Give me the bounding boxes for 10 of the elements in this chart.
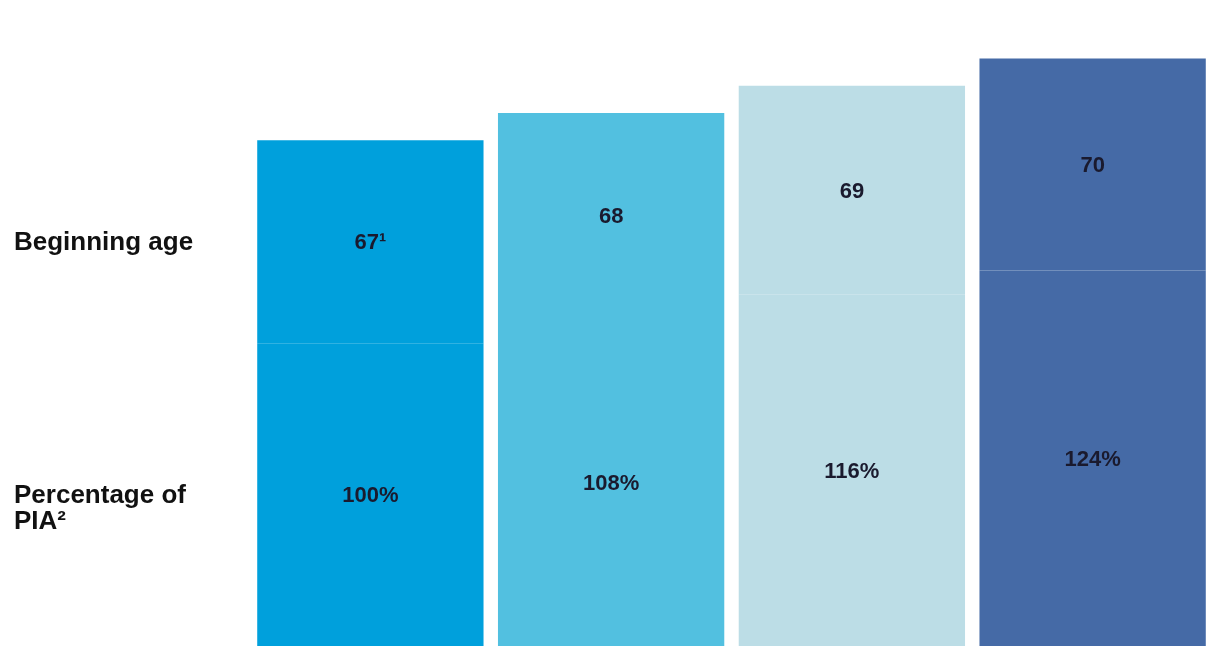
text: Beginning age bbox=[14, 225, 194, 256]
data-label: 124% bbox=[1064, 445, 1121, 471]
data-label: 68 bbox=[598, 203, 624, 229]
data-label: 100% bbox=[342, 482, 399, 508]
text: Percentage of PIA² bbox=[14, 478, 194, 535]
data-label: 108% bbox=[582, 469, 640, 495]
data-label: 69 bbox=[839, 177, 865, 203]
data-label: 116% bbox=[824, 457, 880, 483]
data-label: 67¹ bbox=[354, 229, 387, 255]
data-label: 70 bbox=[1080, 151, 1105, 177]
